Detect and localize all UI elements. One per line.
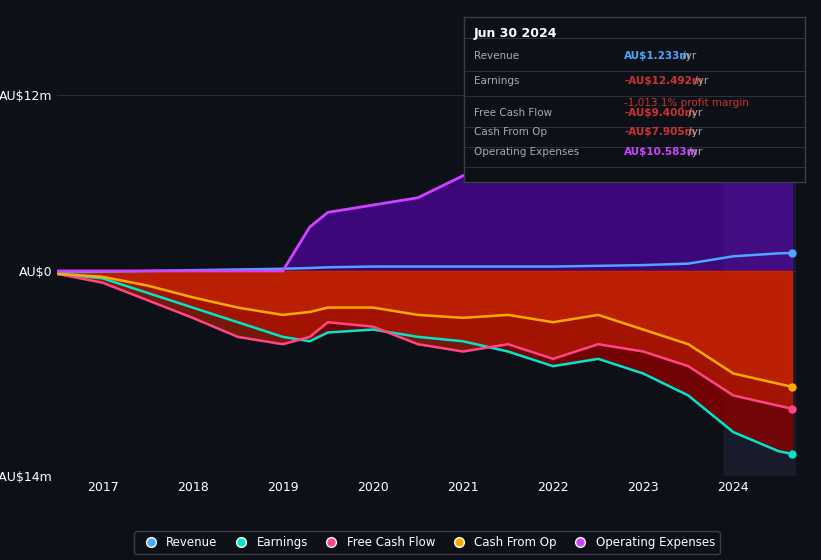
Bar — [724, 95, 796, 476]
Text: /yr: /yr — [686, 128, 703, 138]
Text: Jun 30 2024: Jun 30 2024 — [474, 27, 557, 40]
Text: AU$1.233m: AU$1.233m — [624, 52, 691, 62]
Text: -AU$7.905m: -AU$7.905m — [624, 128, 695, 138]
Text: AU$10.583m: AU$10.583m — [624, 147, 699, 157]
Text: Earnings: Earnings — [474, 76, 520, 86]
Text: -AU$12.492m: -AU$12.492m — [624, 76, 703, 86]
Text: -AU$9.400m: -AU$9.400m — [624, 108, 695, 118]
Legend: Revenue, Earnings, Free Cash Flow, Cash From Op, Operating Expenses: Revenue, Earnings, Free Cash Flow, Cash … — [135, 531, 719, 554]
Text: /yr: /yr — [686, 108, 703, 118]
Text: Free Cash Flow: Free Cash Flow — [474, 108, 553, 118]
Text: Operating Expenses: Operating Expenses — [474, 147, 580, 157]
Text: -1,013.1% profit margin: -1,013.1% profit margin — [624, 98, 749, 108]
Text: /yr: /yr — [679, 52, 696, 62]
Text: Revenue: Revenue — [474, 52, 519, 62]
Text: Cash From Op: Cash From Op — [474, 128, 547, 138]
Text: /yr: /yr — [691, 76, 709, 86]
Text: /yr: /yr — [686, 147, 703, 157]
